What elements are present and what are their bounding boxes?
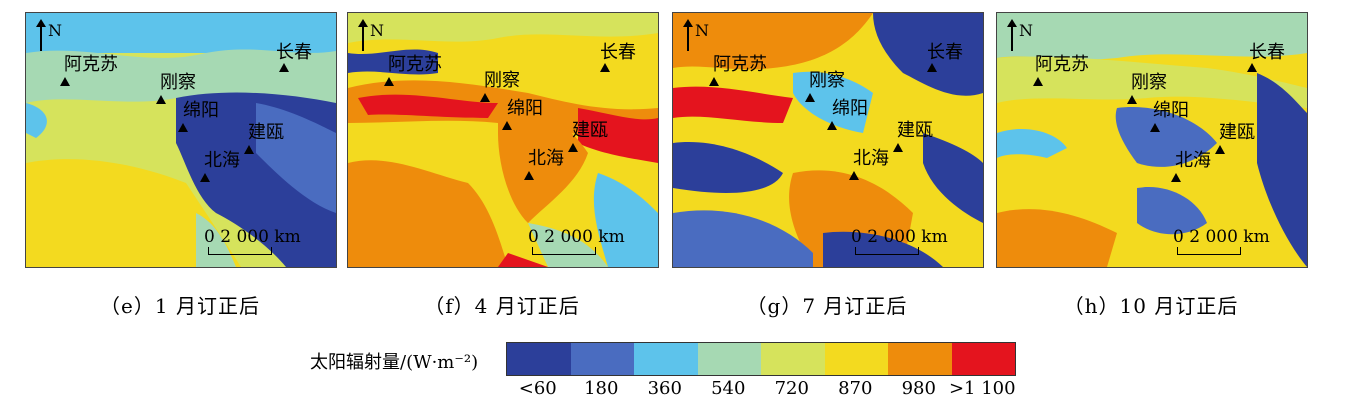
city-beihai: 北海 — [1175, 150, 1211, 171]
legend-swatch — [570, 343, 634, 375]
city-mianyang: 绵阳 — [507, 98, 543, 119]
city-gangcha: 刚察 — [809, 70, 845, 91]
city-marker-icon — [1150, 123, 1160, 132]
city-gangcha: 刚察 — [160, 72, 196, 93]
city-beihai: 北海 — [204, 150, 240, 171]
map-panel-e: N 阿克苏 刚察 绵阳 建瓯 北海 长春 0 2 000 km — [25, 12, 337, 268]
caption-e: （e）1 月订正后 — [100, 294, 260, 318]
scale-label: 0 2 000 km — [1173, 227, 1270, 247]
caption-h: （h）10 月订正后 — [1063, 294, 1239, 318]
city-gangcha: 刚察 — [1131, 72, 1167, 93]
caption-f: （f）4 月订正后 — [424, 294, 580, 318]
city-akesu: 阿克苏 — [388, 54, 442, 75]
map-panel-f: N 阿克苏 刚察 绵阳 建瓯 北海 长春 0 2 000 km — [347, 12, 659, 268]
caption-g: （g）7 月订正后 — [746, 294, 908, 318]
city-beihai: 北海 — [853, 148, 889, 169]
city-marker-icon — [60, 77, 70, 86]
legend-tick-label: >1 100 — [948, 378, 1016, 399]
legend-title: 太阳辐射量/(W·m⁻²) — [310, 352, 479, 373]
city-marker-icon — [568, 143, 578, 152]
city-changchun: 长春 — [276, 42, 312, 63]
city-gangcha: 刚察 — [484, 70, 520, 91]
legend-tick-label: 180 — [584, 378, 619, 399]
city-changchun: 长春 — [600, 42, 636, 63]
city-mianyang: 绵阳 — [183, 100, 219, 121]
radiation-map-f — [348, 13, 658, 267]
city-marker-icon — [849, 171, 859, 180]
city-akesu: 阿克苏 — [1035, 54, 1089, 75]
legend-swatch — [634, 343, 698, 375]
scale-label: 0 2 000 km — [528, 227, 625, 247]
legend-color-bar — [506, 342, 1016, 376]
city-marker-icon — [1033, 77, 1043, 86]
city-akesu: 阿克苏 — [64, 54, 118, 75]
city-marker-icon — [279, 63, 289, 72]
city-changchun: 长春 — [927, 42, 963, 63]
city-jianou: 建瓯 — [1219, 122, 1255, 143]
city-jianou: 建瓯 — [897, 120, 933, 141]
city-marker-icon — [156, 95, 166, 104]
city-marker-icon — [200, 173, 210, 182]
city-beihai: 北海 — [528, 148, 564, 169]
city-marker-icon — [1215, 145, 1225, 154]
legend-swatch — [824, 343, 888, 375]
map-panel-g: N 阿克苏 刚察 绵阳 建瓯 北海 长春 0 2 000 km — [672, 12, 984, 268]
city-marker-icon — [480, 93, 490, 102]
city-marker-icon — [827, 121, 837, 130]
city-marker-icon — [244, 145, 254, 154]
legend-swatch — [507, 343, 571, 375]
legend-swatch — [888, 343, 952, 375]
city-marker-icon — [1247, 63, 1257, 72]
legend-tick-label: 720 — [774, 378, 809, 399]
scale-bar — [208, 247, 272, 255]
scale-bar — [1177, 247, 1241, 255]
city-marker-icon — [502, 121, 512, 130]
city-marker-icon — [1127, 95, 1137, 104]
city-jianou: 建瓯 — [572, 120, 608, 141]
scale-bar — [855, 247, 919, 255]
radiation-map-g — [673, 13, 983, 267]
legend-tick-label: 980 — [901, 378, 936, 399]
city-marker-icon — [709, 77, 719, 86]
legend-tick-label: 360 — [647, 378, 682, 399]
city-marker-icon — [384, 77, 394, 86]
legend-swatch — [761, 343, 825, 375]
radiation-map-e — [26, 13, 336, 267]
city-marker-icon — [927, 63, 937, 72]
legend-tick-label: 870 — [838, 378, 873, 399]
city-marker-icon — [178, 123, 188, 132]
scale-bar — [532, 247, 596, 255]
radiation-map-h — [997, 13, 1307, 267]
legend-swatch — [697, 343, 761, 375]
city-marker-icon — [524, 171, 534, 180]
city-marker-icon — [805, 93, 815, 102]
city-changchun: 长春 — [1249, 42, 1285, 63]
map-panel-h: N 阿克苏 刚察 绵阳 建瓯 北海 长春 0 2 000 km — [996, 12, 1308, 268]
city-mianyang: 绵阳 — [1153, 100, 1189, 121]
city-akesu: 阿克苏 — [713, 54, 767, 75]
city-marker-icon — [1171, 173, 1181, 182]
city-jianou: 建瓯 — [248, 122, 284, 143]
scale-label: 0 2 000 km — [204, 227, 301, 247]
legend-tick-label: 540 — [711, 378, 746, 399]
legend-ticks: <60 180 360 540 720 870 980 >1 100 — [506, 378, 1016, 400]
legend-swatch — [951, 343, 1015, 375]
scale-label: 0 2 000 km — [851, 227, 948, 247]
city-mianyang: 绵阳 — [832, 98, 868, 119]
legend-tick-label: <60 — [518, 378, 557, 399]
city-marker-icon — [600, 63, 610, 72]
city-marker-icon — [893, 143, 903, 152]
